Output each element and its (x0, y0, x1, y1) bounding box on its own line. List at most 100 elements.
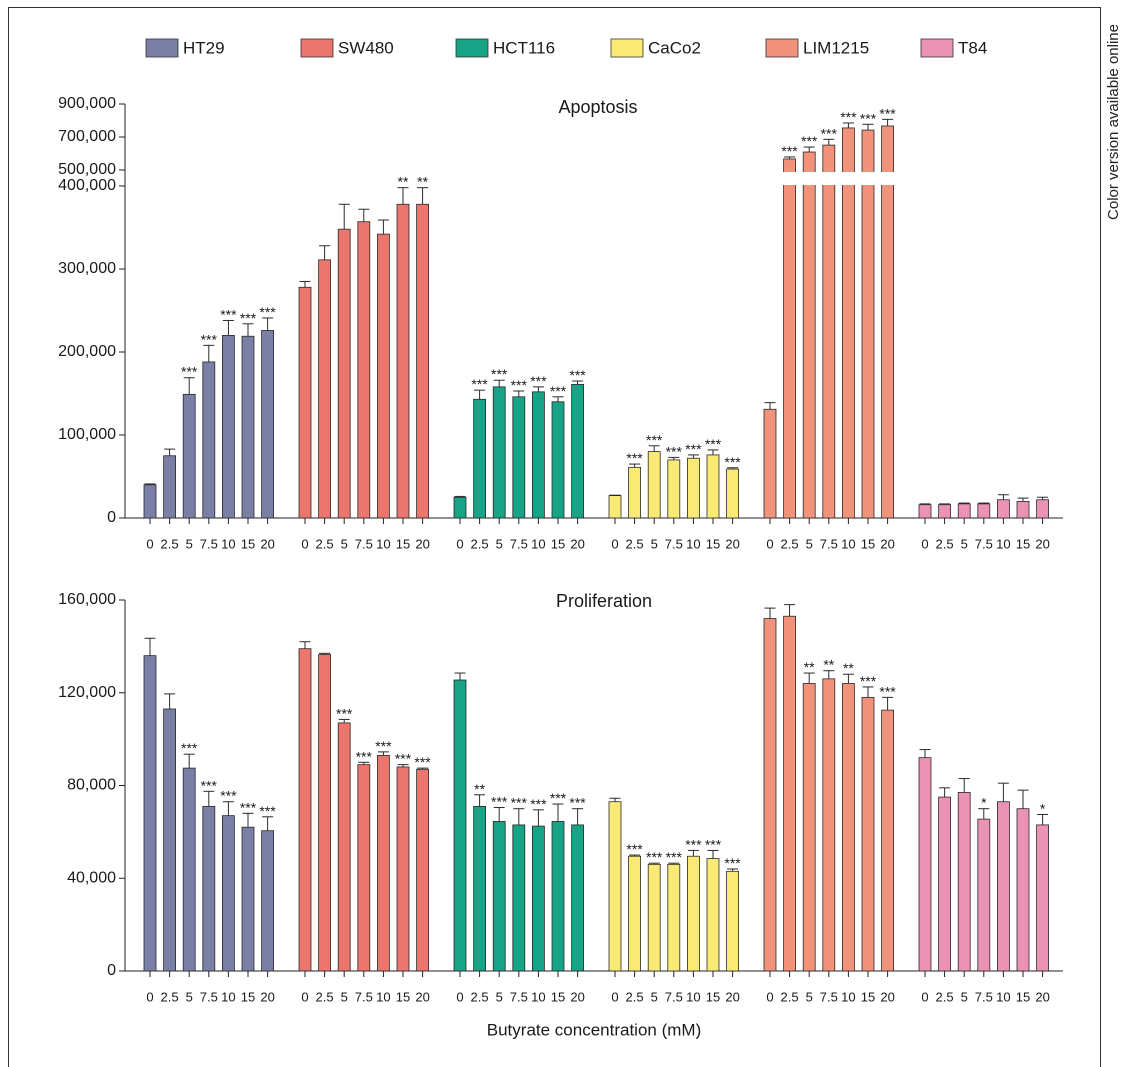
significance-label: *** (646, 432, 663, 448)
x-tick-label: 15 (706, 536, 720, 551)
bar (551, 401, 565, 519)
x-tick-label: 20 (260, 989, 274, 1004)
significance-label: *** (705, 436, 722, 452)
x-tick-label: 15 (241, 989, 255, 1004)
significance-label: ** (804, 659, 815, 675)
x-tick-label: 2.5 (936, 989, 954, 1004)
proliferation-chart: Proliferation Butyrate concentration (mM… (58, 591, 1063, 1039)
bar (997, 801, 1010, 972)
bar (512, 396, 526, 519)
significance-label: ** (417, 174, 428, 190)
bar (261, 830, 275, 972)
significance-label: ** (843, 660, 854, 676)
x-tick-label: 10 (996, 536, 1010, 551)
significance-label: *** (724, 454, 741, 470)
bar (918, 504, 932, 519)
bar (918, 757, 932, 972)
x-tick-label: 7.5 (510, 536, 528, 551)
bar (571, 824, 584, 972)
bar (938, 796, 951, 972)
bar (706, 858, 720, 972)
significance-label: *** (336, 705, 353, 721)
x-tick-label: 0 (456, 536, 463, 551)
bar-group: 0 2.5 5 *** 7.5 *** 10 *** 15 *** 20 *** (298, 641, 431, 1004)
significance-label: *** (879, 105, 896, 121)
x-tick-label: 20 (570, 989, 584, 1004)
x-tick-label: 7.5 (820, 989, 838, 1004)
x-tick-label: 20 (570, 536, 584, 551)
bar (822, 144, 836, 519)
legend-item: SW480 (300, 38, 394, 57)
x-tick-label: 2.5 (936, 536, 954, 551)
bar (667, 459, 681, 519)
significance-label: *** (511, 377, 528, 393)
bar (783, 158, 796, 519)
bar-group: 0 2.5 *** 5 *** 7.5 *** 10 *** 15 *** 20 *** (608, 432, 741, 551)
x-tick-label: 7.5 (355, 536, 373, 551)
legend-label: CaCo2 (648, 38, 701, 57)
bar (957, 792, 971, 972)
bar (337, 228, 351, 519)
axis-break-gap (802, 172, 817, 185)
x-tick-label: 5 (496, 989, 503, 1004)
bar (687, 457, 700, 519)
x-tick-label: 7.5 (975, 536, 993, 551)
legend-item: LIM1215 (765, 38, 869, 57)
bar (453, 496, 467, 519)
significance-label: *** (550, 383, 567, 399)
bar (861, 696, 875, 972)
significance-label: *** (530, 373, 547, 389)
significance-label: *** (879, 683, 896, 699)
y-tick-label: 40,000 (67, 869, 116, 886)
y-tick-label: 400,000 (58, 177, 116, 194)
x-tick-label: 7.5 (355, 989, 373, 1004)
significance-label: *** (491, 366, 508, 382)
bar (571, 383, 584, 519)
x-tick-label: 0 (456, 989, 463, 1004)
significance-label: *** (781, 143, 798, 159)
x-tick-label: 7.5 (200, 536, 218, 551)
legend-swatch (610, 38, 644, 58)
x-tick-label: 15 (396, 536, 410, 551)
legend-swatch (920, 38, 954, 58)
bar (376, 754, 390, 972)
bar (726, 468, 739, 519)
significance-label: *** (569, 795, 586, 811)
x-tick-label: 2.5 (316, 989, 334, 1004)
significance-label: *** (626, 841, 643, 857)
significance-label: *** (724, 855, 741, 871)
x-tick-label: 2.5 (161, 989, 179, 1004)
x-tick-label: 7.5 (975, 989, 993, 1004)
significance-label: *** (666, 849, 683, 865)
y-tick-label: 160,000 (58, 591, 116, 608)
x-tick-label: 2.5 (626, 989, 644, 1004)
bar (261, 330, 275, 519)
significance-label: ** (823, 657, 834, 673)
x-tick-label: 10 (221, 989, 235, 1004)
x-tick-label: 2.5 (626, 536, 644, 551)
x-tick-label: 0 (301, 989, 308, 1004)
x-tick-label: 10 (841, 989, 855, 1004)
bar (977, 818, 991, 972)
x-tick-label: 0 (766, 536, 773, 551)
x-tick-label: 5 (961, 989, 968, 1004)
bar (938, 504, 951, 519)
x-tick-label: 15 (551, 989, 565, 1004)
legend-item: T84 (920, 38, 987, 58)
significance-label: *** (685, 836, 702, 852)
x-tick-label: 2.5 (316, 536, 334, 551)
x-tick-label: 10 (531, 989, 545, 1004)
bar (318, 259, 332, 519)
y-tick-label: 80,000 (67, 777, 116, 794)
side-note: Color version available online (1105, 24, 1122, 220)
bar (512, 824, 526, 972)
x-tick-label: 20 (725, 536, 739, 551)
y-tick-label: 300,000 (58, 260, 116, 277)
significance-label: *** (240, 799, 257, 815)
significance-label: *** (414, 754, 431, 770)
bar (667, 863, 681, 972)
x-tick-label: 5 (341, 536, 348, 551)
chart-title: Proliferation (556, 591, 652, 611)
legend: HT29 SW480 HCT116 CaCo2 LIM1215 T84 (145, 38, 987, 58)
